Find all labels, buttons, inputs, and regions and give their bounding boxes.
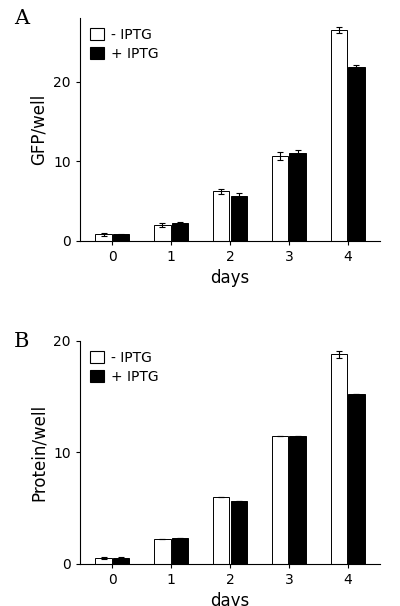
Bar — [113, 558, 130, 564]
Y-axis label: GFP/well: GFP/well — [30, 94, 48, 165]
X-axis label: days: days — [210, 270, 250, 287]
Bar — [230, 196, 247, 241]
Bar — [348, 67, 365, 241]
Bar — [213, 191, 230, 241]
Bar — [154, 225, 170, 241]
Bar — [290, 153, 306, 241]
X-axis label: days: days — [210, 592, 250, 606]
Bar — [113, 235, 130, 241]
Bar — [330, 355, 347, 564]
Legend: - IPTG, + IPTG: - IPTG, + IPTG — [87, 348, 161, 387]
Bar — [172, 223, 188, 241]
Bar — [348, 395, 365, 564]
Bar — [290, 436, 306, 564]
Text: A: A — [14, 9, 29, 28]
Bar — [95, 558, 112, 564]
Y-axis label: Protein/well: Protein/well — [30, 404, 48, 501]
Bar — [95, 235, 112, 241]
Text: B: B — [14, 332, 29, 351]
Bar — [154, 539, 170, 564]
Bar — [230, 501, 247, 564]
Bar — [330, 30, 347, 241]
Legend: - IPTG, + IPTG: - IPTG, + IPTG — [87, 25, 161, 64]
Bar — [272, 436, 288, 564]
Bar — [272, 156, 288, 241]
Bar — [213, 497, 230, 564]
Bar — [172, 538, 188, 564]
